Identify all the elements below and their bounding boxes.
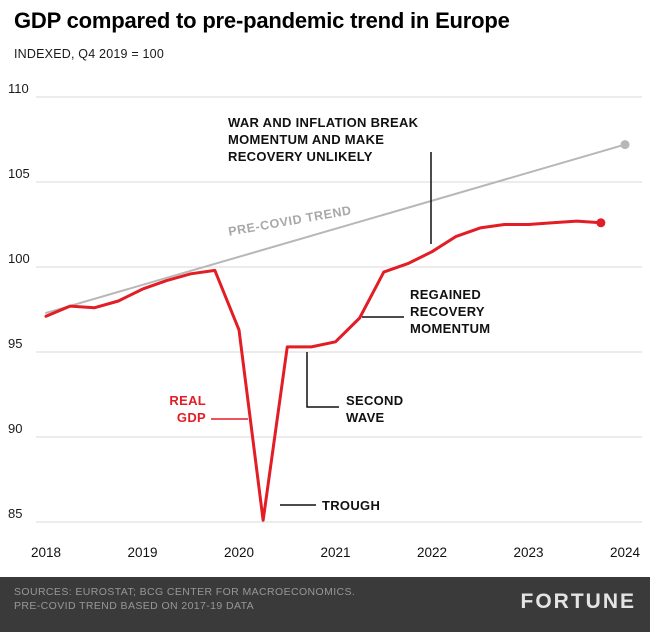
page-title: GDP compared to pre-pandemic trend in Eu…: [14, 8, 510, 33]
annotation-regained-line1: REGAINED: [410, 287, 482, 302]
series-line-real-gdp: [44, 219, 603, 522]
second-wave-annotation-connector: [306, 352, 339, 408]
y-tick-label: 105: [8, 166, 30, 181]
x-tick-label: 2024: [610, 545, 641, 560]
annotation-real-gdp: REAL GDP: [130, 392, 206, 426]
annotation-second-wave: SECOND WAVE: [346, 392, 403, 426]
series-end-dot-real-gdp: [596, 218, 606, 228]
annotation-connectors: [211, 152, 432, 506]
x-tick-label: 2018: [31, 545, 61, 560]
annotation-real-gdp-line1: REAL: [169, 393, 206, 408]
source-line1: SOURCES: EUROSTAT; BCG CENTER FOR MACROE…: [14, 586, 356, 598]
annotation-war-line3: RECOVERY UNLIKELY: [228, 149, 373, 164]
y-tick-label: 100: [8, 251, 30, 266]
source-credit: SOURCES: EUROSTAT; BCG CENTER FOR MACROE…: [14, 585, 355, 613]
y-tick-label: 90: [8, 421, 22, 436]
x-tick-label: 2021: [320, 545, 350, 560]
annotation-war: WAR AND INFLATION BREAK MOMENTUM AND MAK…: [228, 114, 418, 165]
x-tick-label: 2023: [513, 545, 543, 560]
series-line-pre-covid-trend: [45, 143, 626, 314]
y-tick-label: 95: [8, 336, 22, 351]
x-tick-label: 2019: [127, 545, 157, 560]
source-line2: PRE-COVID TREND BASED ON 2017-19 DATA: [14, 600, 255, 612]
y-tick-label: 110: [8, 81, 29, 96]
footer-bar: SOURCES: EUROSTAT; BCG CENTER FOR MACROE…: [0, 577, 650, 632]
annotation-trough-label: TROUGH: [322, 498, 381, 513]
page-subtitle: INDEXED, Q4 2019 = 100: [14, 47, 164, 61]
annotation-war-line1: WAR AND INFLATION BREAK: [228, 115, 419, 130]
y-tick-label: 85: [8, 506, 22, 521]
x-tick-label: 2022: [417, 545, 447, 560]
annotation-regained-momentum: REGAINED RECOVERY MOMENTUM: [410, 286, 490, 337]
annotation-second-wave-line1: SECOND: [346, 393, 404, 408]
x-tick-label: 2020: [224, 545, 254, 560]
annotation-real-gdp-line2: GDP: [176, 410, 206, 425]
annotation-regained-line2: RECOVERY: [410, 304, 485, 319]
annotation-trough: TROUGH: [322, 497, 380, 514]
fortune-logo: FORTUNE: [520, 590, 636, 613]
annotation-regained-line3: MOMENTUM: [410, 321, 491, 336]
annotation-second-wave-line2: WAVE: [346, 410, 385, 425]
series-end-dot-pre-covid-trend: [620, 140, 630, 150]
annotation-war-line2: MOMENTUM AND MAKE: [228, 132, 385, 147]
